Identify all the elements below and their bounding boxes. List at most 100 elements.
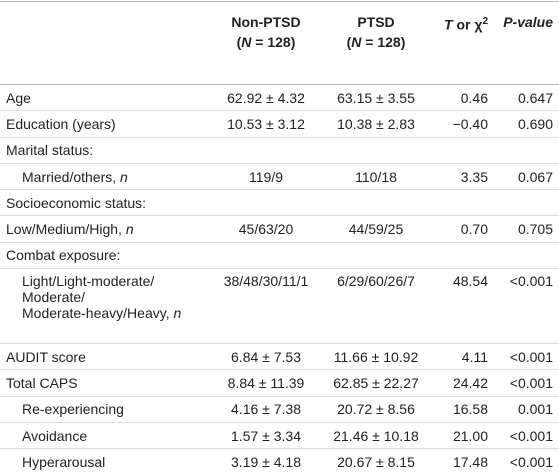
row-label: Marital status: — [0, 137, 559, 164]
row-label: Age — [0, 84, 208, 112]
table-row: Age 62.92 ± 4.32 63.15 ± 3.55 0.46 0.647 — [0, 84, 559, 112]
header-cell: T or χ2 — [428, 1, 494, 85]
label-text: Moderate-heavy/Heavy, — [22, 305, 174, 322]
row-label: AUDIT score — [0, 343, 208, 371]
label-text: Light/Light-moderate/ — [22, 273, 155, 290]
row-label: Total CAPS — [0, 369, 208, 397]
row-label: Socioeconomic status: — [0, 189, 559, 217]
label-text: n — [125, 221, 134, 238]
row-label: Re-experiencing — [0, 396, 208, 423]
row-label: Education (years) — [0, 110, 208, 138]
table-row: Combat exposure: — [0, 242, 559, 270]
label-text: n — [120, 168, 128, 185]
table-cell: 0.001 — [494, 396, 559, 423]
table-cell: <0.001 — [494, 343, 559, 371]
table-row: Low/Medium/High, n 45/63/20 44/59/25 0.70 0.… — [0, 215, 559, 243]
table-cell: 48.54 — [428, 268, 494, 345]
header-text: P-value — [500, 12, 553, 32]
table-cell: 4.11 — [428, 343, 494, 371]
table-cell: 38/48/30/11/1 — [208, 268, 324, 345]
table-row: Marital status: — [0, 137, 559, 164]
table-row: Total CAPS 8.84 ± 11.39 62.85 ± 22.27 24.42… — [0, 369, 559, 397]
header-text: 2 — [482, 16, 488, 27]
header-text: (N = 128) — [214, 32, 318, 52]
table-cell: 3.35 — [428, 163, 494, 191]
table-row: AUDIT score 6.84 ± 7.53 11.66 ± 10.92 4.11 <… — [0, 343, 559, 371]
table-cell: 0.70 — [428, 215, 494, 243]
table-cell: 24.42 — [428, 369, 494, 397]
table-cell: 3.19 ± 4.18 — [208, 448, 324, 474]
header-text: = 128) — [361, 34, 406, 50]
table-cell: <0.001 — [494, 448, 559, 474]
table-cell: 0.705 — [494, 215, 559, 243]
header-cell: Non-PTSD (N = 128) — [208, 1, 324, 85]
header-text: ( — [346, 34, 352, 50]
header-cell: PTSD (N = 128) — [324, 1, 428, 85]
row-label: Avoidance — [0, 422, 208, 450]
header-text: T — [444, 16, 453, 33]
table-cell: 8.84 ± 11.39 — [208, 369, 324, 397]
table-cell: <0.001 — [494, 422, 559, 450]
table-cell: 6/29/60/26/7 — [324, 268, 428, 345]
row-label: Low/Medium/High, n — [0, 215, 208, 243]
table-cell: 0.690 — [494, 110, 559, 138]
table-cell: <0.001 — [494, 369, 559, 397]
table-row: Married/others, n 119/9 110/18 3.35 0.067 — [0, 163, 559, 191]
header-text: or χ — [452, 16, 483, 33]
table-row: Light/Light-moderate/Moderate/Moderate-h… — [0, 268, 559, 345]
table-cell: 45/63/20 — [208, 215, 324, 243]
table-row: Re-experiencing 4.16 ± 7.38 20.72 ± 8.56 16… — [0, 396, 559, 423]
header-text: T or χ2 — [434, 12, 488, 35]
table-cell: 17.48 — [428, 448, 494, 474]
table-row: Education (years) 10.53 ± 3.12 10.38 ± 2.8… — [0, 110, 559, 138]
table-cell: −0.40 — [428, 110, 494, 138]
table-cell: 1.57 ± 3.34 — [208, 422, 324, 450]
table-cell: 6.84 ± 7.53 — [208, 343, 324, 371]
header-cell: P-value — [494, 1, 559, 85]
table-body: Age 62.92 ± 4.32 63.15 ± 3.55 0.46 0.647 Educ… — [0, 84, 559, 474]
table-cell: 62.92 ± 4.32 — [208, 84, 324, 112]
table-cell: 21.00 — [428, 422, 494, 450]
table-cell: 10.38 ± 2.83 — [324, 110, 428, 138]
row-label: Light/Light-moderate/Moderate/Moderate-h… — [0, 268, 208, 345]
header-text: PTSD — [357, 14, 395, 30]
table-cell: 119/9 — [208, 163, 324, 191]
table-cell: 44/59/25 — [324, 215, 428, 243]
table-cell: 20.72 ± 8.56 — [324, 396, 428, 423]
table-row: Hyperarousal 3.19 ± 4.18 20.67 ± 8.15 17.48… — [0, 448, 559, 474]
label-text: Low/Medium/High, — [6, 221, 126, 238]
table-cell: 4.16 ± 7.38 — [208, 396, 324, 423]
header-row: Non-PTSD (N = 128) PTSD (N = 128) T or χ2 … — [0, 1, 559, 85]
header-text: N — [241, 34, 252, 50]
header-text: P-value — [503, 14, 553, 30]
table-cell: 110/18 — [324, 163, 428, 191]
table-cell: 11.66 ± 10.92 — [324, 343, 428, 371]
header-text: (N = 128) — [330, 32, 422, 52]
header-text: N — [351, 34, 362, 50]
table-cell: 16.58 — [428, 396, 494, 423]
row-label: Hyperarousal — [0, 448, 208, 474]
table-header: Non-PTSD (N = 128) PTSD (N = 128) T or χ2 … — [0, 1, 559, 85]
table-cell: 63.15 ± 3.55 — [324, 84, 428, 112]
table-row: Avoidance 1.57 ± 3.34 21.46 ± 10.18 21.00 <0… — [0, 422, 559, 450]
table-cell: 0.647 — [494, 84, 559, 112]
table-cell: 10.53 ± 3.12 — [208, 110, 324, 138]
header-cell — [0, 1, 208, 85]
table-row: Socioeconomic status: — [0, 189, 559, 217]
label-text: Married/others, — [22, 168, 121, 185]
header-text: = 128) — [251, 34, 296, 50]
header-text: ( — [236, 34, 242, 50]
table-cell: <0.001 — [494, 268, 559, 345]
table-cell: 0.067 — [494, 163, 559, 191]
row-label: Combat exposure: — [0, 242, 559, 270]
table-cell: 0.46 — [428, 84, 494, 112]
label-text: n — [173, 305, 182, 322]
table-cell: 62.85 ± 22.27 — [324, 369, 428, 397]
label-text: Moderate/ — [22, 289, 86, 306]
table-cell: 20.67 ± 8.15 — [324, 448, 428, 474]
header-text: Non-PTSD — [231, 14, 301, 30]
table-cell: 21.46 ± 10.18 — [324, 422, 428, 450]
row-label: Married/others, n — [0, 163, 208, 191]
